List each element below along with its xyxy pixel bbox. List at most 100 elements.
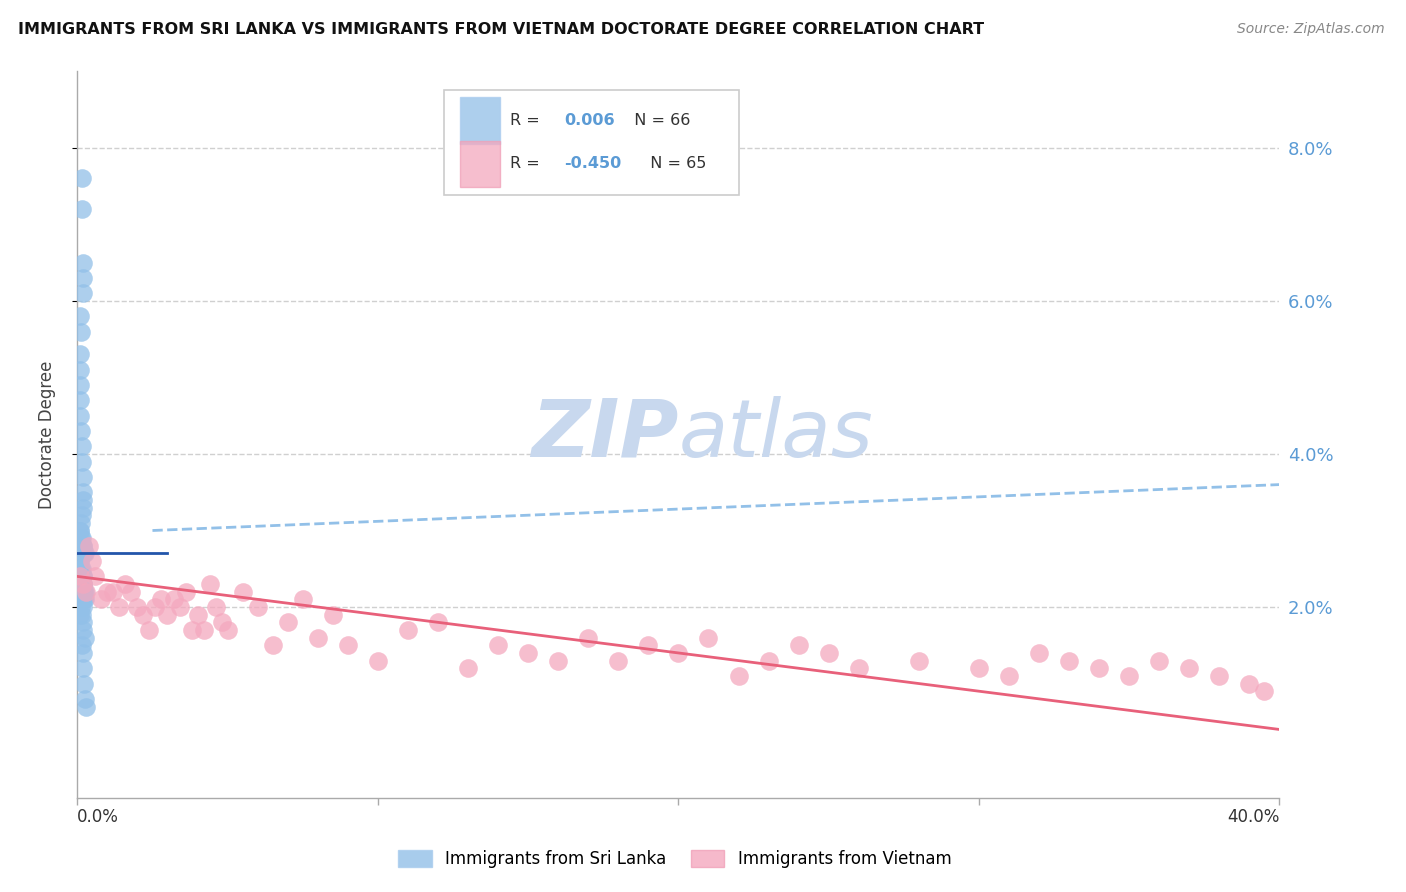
Text: 0.006: 0.006 [564,113,614,128]
Point [72,592,94,607]
Point [72,539,94,553]
Point [70,584,93,599]
Text: 0.0%: 0.0% [77,808,120,826]
Point [576,631,599,645]
Point [187,607,209,622]
Point [70,592,93,607]
Point [307,631,329,645]
Point [547,654,569,668]
Point [637,638,659,652]
Point [517,646,540,660]
Text: 40.0%: 40.0% [1227,808,1279,826]
Point [72,485,94,500]
Point [486,638,509,652]
Point [787,638,810,652]
Point [69,378,91,392]
Point [1149,654,1171,668]
Point [396,623,419,637]
Point [70,584,93,599]
Point [727,669,749,683]
Point [70,202,93,216]
Point [72,584,94,599]
Point [72,271,94,285]
Point [174,584,197,599]
Point [758,654,780,668]
Point [138,623,160,637]
Point [69,393,91,408]
Point [73,592,96,607]
Point [1178,661,1201,675]
Point [198,577,221,591]
Point [72,623,94,637]
Y-axis label: Doctorate Degree: Doctorate Degree [38,360,56,509]
Point [72,492,94,507]
Point [70,607,93,622]
Point [120,584,142,599]
Point [145,600,167,615]
Point [1028,646,1050,660]
Point [82,554,104,568]
Point [69,554,91,568]
Text: atlas: atlas [679,396,873,474]
Point [336,638,359,652]
Point [114,577,136,591]
Point [69,584,91,599]
Point [70,508,93,523]
Point [668,646,690,660]
Point [457,661,479,675]
Point [277,615,299,630]
Point [73,631,96,645]
Point [150,592,173,607]
Point [70,562,93,576]
Point [69,569,91,583]
Point [70,171,93,186]
Point [211,615,233,630]
Point [73,546,96,560]
Point [69,409,91,423]
Point [72,470,94,484]
Point [72,661,94,675]
Point [72,600,94,615]
Point [73,691,96,706]
Text: R =: R = [510,113,546,128]
Point [162,592,184,607]
Point [72,577,94,591]
Point [84,569,107,583]
FancyBboxPatch shape [444,89,738,195]
Point [73,676,96,690]
Point [69,569,91,583]
Point [79,539,101,553]
Text: N = 66: N = 66 [624,113,690,128]
Point [193,623,215,637]
Point [204,600,226,615]
Point [607,654,630,668]
Point [72,286,94,301]
Point [262,638,284,652]
Point [69,524,91,538]
Point [1208,669,1230,683]
Point [72,500,94,515]
Point [156,607,179,622]
Text: R =: R = [510,156,546,171]
Point [817,646,839,660]
Point [697,631,720,645]
FancyBboxPatch shape [460,141,501,187]
Text: IMMIGRANTS FROM SRI LANKA VS IMMIGRANTS FROM VIETNAM DOCTORATE DEGREE CORRELATIO: IMMIGRANTS FROM SRI LANKA VS IMMIGRANTS … [18,22,984,37]
Point [70,577,93,591]
Point [72,569,94,583]
Point [72,615,94,630]
Point [72,255,94,269]
Point [169,600,191,615]
Point [69,347,91,361]
Legend: Immigrants from Sri Lanka, Immigrants from Vietnam: Immigrants from Sri Lanka, Immigrants fr… [391,843,959,875]
Point [69,569,91,583]
Point [291,592,314,607]
Point [322,607,344,622]
Point [427,615,450,630]
Point [108,600,131,615]
Text: ZIP: ZIP [531,396,679,474]
Point [70,439,93,453]
Point [70,638,93,652]
Point [132,607,155,622]
Point [69,562,91,576]
